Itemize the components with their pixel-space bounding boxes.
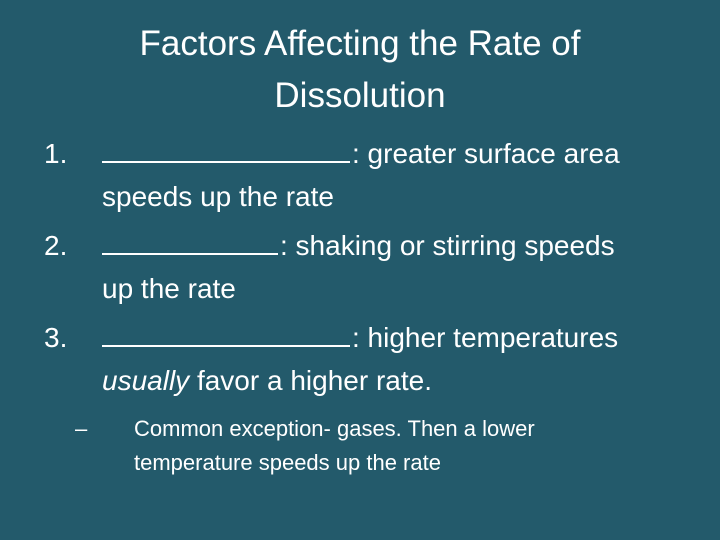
fill-in-blank	[102, 227, 278, 255]
list-item-3: 3. : higher temperatures usually favor a…	[0, 316, 682, 402]
item-text-line2: favor a higher rate.	[189, 365, 432, 396]
emphasis-text: usually	[102, 365, 190, 396]
list-item-1: 1. : greater surface area speeds up the …	[0, 132, 682, 218]
fill-in-blank	[102, 135, 350, 163]
item-text-line1: : higher temperatures	[352, 322, 619, 353]
item-text-line1: : greater surface area	[352, 138, 620, 169]
item-text-line2: up the rate	[102, 273, 236, 304]
item-text-line2: speeds up the rate	[102, 181, 334, 212]
list-number: 2.	[44, 230, 68, 261]
list-item-2: 2. : shaking or stirring speeds up the r…	[0, 224, 682, 310]
item-text-line1: : shaking or stirring speeds	[280, 230, 615, 261]
slide-title: Factors Affecting the Rate of Dissolutio…	[139, 24, 581, 115]
numbered-list: 1. : greater surface area speeds up the …	[0, 132, 720, 480]
sub-item: – Common exception- gases. Then a lower …	[0, 412, 634, 480]
fill-in-blank	[102, 319, 350, 347]
sub-item-text: Common exception- gases. Then a lower te…	[134, 416, 535, 475]
list-number: 1.	[44, 138, 68, 169]
list-number: 3.	[44, 322, 68, 353]
dash-bullet: –	[75, 416, 88, 441]
